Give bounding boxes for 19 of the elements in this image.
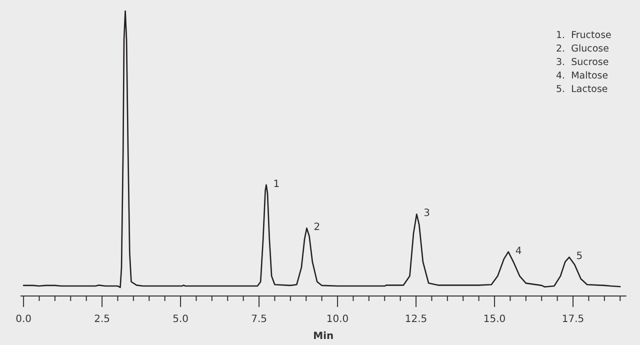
- x-tick-label: 12.5: [404, 314, 428, 325]
- annotation: 1. Fructose: [556, 30, 612, 41]
- x-tick-label: 0.0: [16, 314, 32, 325]
- annotation: 3. Sucrose: [556, 57, 609, 68]
- annotation: 3: [424, 208, 430, 220]
- annotation: 5: [576, 251, 583, 262]
- annotation: 2: [314, 222, 320, 234]
- x-tick-label: 7.5: [251, 314, 267, 325]
- x-tick-label: 10.0: [326, 314, 349, 325]
- annotation: 2. Glucose: [556, 44, 610, 54]
- annotation: 1: [273, 178, 280, 190]
- x-tick-label: 15.0: [483, 314, 506, 325]
- x-tick-label: 17.5: [562, 314, 584, 325]
- x-axis-title: Min: [313, 331, 334, 342]
- annotation: 5. Lactose: [556, 84, 608, 95]
- x-tick-label: 5.0: [172, 314, 188, 325]
- x-tick-label: 2.5: [94, 314, 110, 325]
- annotation: 4. Maltose: [556, 70, 608, 82]
- annotation: 4: [515, 246, 522, 257]
